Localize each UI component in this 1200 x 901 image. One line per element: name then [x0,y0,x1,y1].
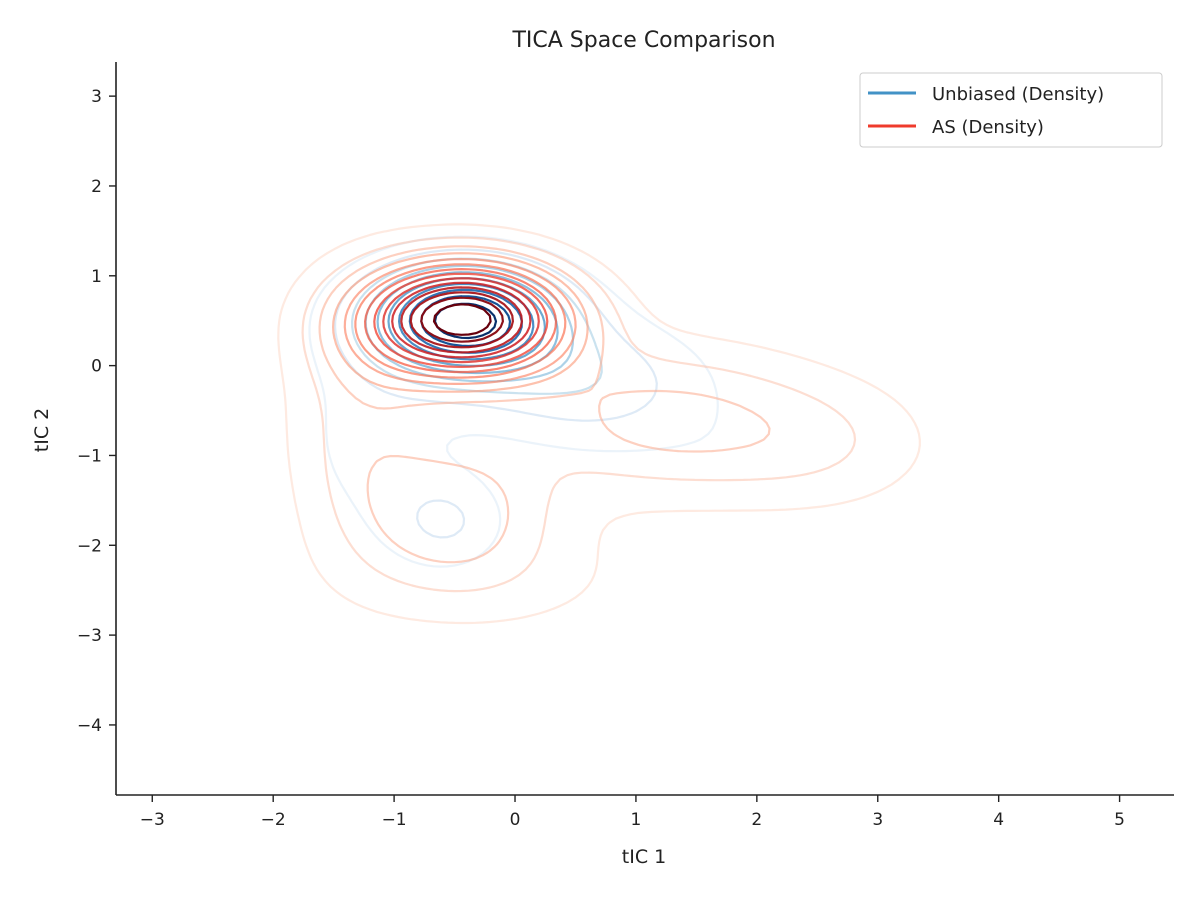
x-tick-label: −3 [140,810,165,830]
legend-box [859,72,1163,148]
y-tick-label: −1 [77,446,102,466]
contour-level-line [308,235,719,568]
contour-series-unbiased [308,235,719,568]
x-axis-title: tIC 1 [622,846,666,868]
y-axis-title: tIC 2 [31,408,53,452]
contour-level-line [364,268,558,374]
x-tick-label: 3 [872,810,883,830]
y-tick-label: −3 [77,626,102,646]
contour-level-line [318,245,771,564]
y-tick-label: 0 [91,357,102,377]
contour-level-line [301,236,857,593]
x-tick-label: 2 [751,810,762,830]
contour-level-line [332,252,589,393]
chart-title: TICA Space Comparison [511,28,775,53]
contour-level-line [400,286,523,354]
contour-level-line [420,296,504,343]
legend: Unbiased (Density) AS (Density) [859,72,1163,148]
x-tick-label: −2 [261,810,286,830]
contour-level-line [432,303,492,336]
y-tick-label: 3 [91,87,102,107]
contour-level-line [408,288,523,354]
contour-level-line [382,277,540,364]
x-axis-ticks: −3 −2 −1 0 1 2 3 4 5 [140,795,1125,830]
y-tick-label: 1 [91,267,102,287]
y-tick-label: −4 [77,716,102,736]
contour-level-line [409,291,514,349]
contour-level-line [391,281,532,359]
y-tick-label: 2 [91,177,102,197]
x-tick-label: 0 [510,810,521,830]
contour-level-line [354,263,567,379]
legend-label-as: AS (Density) [932,117,1044,138]
x-tick-label: 1 [631,810,642,830]
contour-plot-area [277,223,921,625]
y-axis-ticks: −4 −3 −2 −1 0 1 2 3 [77,87,116,736]
x-tick-label: −1 [382,810,407,830]
contour-series-as [277,223,921,625]
contour-level-line [373,272,549,368]
x-tick-label: 5 [1114,810,1125,830]
contour-level-line [343,258,577,385]
contour-level-line [277,223,921,625]
legend-label-unbiased: Unbiased (Density) [932,84,1104,105]
x-tick-label: 4 [993,810,1004,830]
y-tick-label: −2 [77,536,102,556]
